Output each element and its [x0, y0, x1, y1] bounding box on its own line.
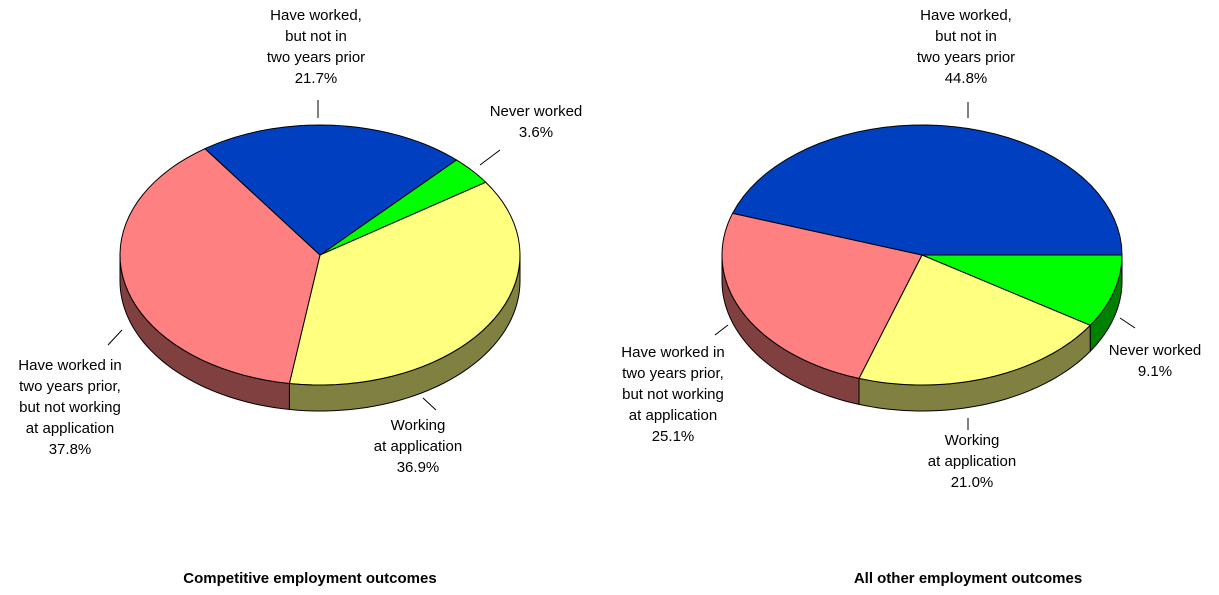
pie-slice	[319, 159, 487, 256]
label-line: Never worked	[490, 103, 583, 120]
label-line: Never worked	[1109, 342, 1202, 359]
chart-title: All other employment outcomes	[854, 570, 1082, 587]
value-label: 36.9%	[397, 459, 440, 476]
slice-label: Have worked, but not in two years prior	[917, 7, 1015, 66]
slice-label: Never worked	[1109, 342, 1202, 359]
slice-label: Working at application	[928, 432, 1016, 470]
value-label: 37.8%	[49, 441, 92, 458]
label-line: but not in	[935, 28, 997, 45]
label-line: at application	[374, 438, 462, 455]
label-line: at application	[629, 407, 717, 424]
value-label: 25.1%	[652, 428, 695, 445]
label-line: but not in	[285, 28, 347, 45]
value-label: 21.7%	[295, 70, 338, 87]
pie-slice	[921, 254, 1123, 326]
chart-title: Competitive employment outcomes	[183, 570, 436, 587]
leader-line	[479, 149, 501, 166]
value-label: 9.1%	[1138, 363, 1172, 380]
label-line: Have worked in	[621, 344, 724, 361]
pie-slice	[858, 254, 1092, 386]
slice-label: Have worked, but not in two years prior	[267, 7, 365, 66]
label-line: at application	[928, 453, 1016, 470]
label-line: but not working	[19, 399, 121, 416]
pie-slice	[731, 124, 1123, 256]
label-line: two years prior	[917, 49, 1015, 66]
label-line: two years prior,	[622, 365, 724, 382]
pie-slice	[288, 181, 521, 386]
slice-label: Have worked in two years prior, but not wo…	[18, 357, 121, 437]
value-label: 44.8%	[945, 70, 988, 87]
pie-slice	[721, 212, 923, 379]
value-label: 21.0%	[951, 474, 994, 491]
value-label: 3.6%	[519, 124, 553, 141]
label-line: but not working	[622, 386, 724, 403]
leader-line	[1119, 317, 1136, 329]
label-line: Working	[391, 417, 446, 434]
label-line: two years prior,	[19, 378, 121, 395]
slice-label: Working at application	[374, 417, 462, 455]
label-line: Working	[945, 432, 1000, 449]
slice-label: Have worked in two years prior, but not wo…	[621, 344, 724, 424]
label-line: Have worked,	[920, 7, 1012, 24]
pie-slice	[204, 124, 458, 256]
label-line: two years prior	[267, 49, 365, 66]
label-line: at application	[26, 420, 114, 437]
leader-line	[107, 329, 123, 346]
leader-line	[714, 324, 729, 336]
label-line: Have worked,	[270, 7, 362, 24]
label-line: Have worked in	[18, 357, 121, 374]
pie-slice	[119, 148, 321, 385]
slice-label: Never worked	[490, 103, 583, 120]
leader-line	[422, 397, 437, 411]
